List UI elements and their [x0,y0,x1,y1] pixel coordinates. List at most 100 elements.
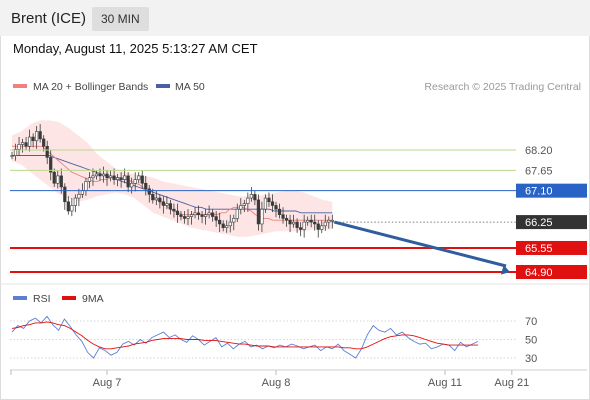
candle [256,194,261,231]
x-tick-label: Aug 21 [494,377,529,389]
legend-ma50-swatch [156,84,170,88]
candle-body [17,144,21,150]
rsi-tick-label: 50 [525,335,537,347]
candle-body [161,201,165,206]
candle [327,216,331,229]
candle-body [218,219,222,225]
interval-selector[interactable]: 30 MIN [92,7,149,31]
legend-ma50-label: MA 50 [175,81,205,93]
candle-body [119,177,123,180]
candle-body [87,177,92,182]
candle-body [20,142,25,145]
candle-body [270,201,275,206]
candle [63,183,67,210]
candle-body [242,203,246,206]
candle [253,190,257,206]
candle-body [182,216,187,219]
candle [270,194,275,213]
level-66.25: 66.25 [332,215,587,230]
candle [66,196,70,215]
candle [45,140,49,165]
candle-body [59,175,63,188]
legend-ma20-swatch [13,84,27,88]
candle-body [295,221,299,228]
candle-body [126,175,130,188]
candle-body [277,208,282,215]
candle-body [140,175,144,184]
candle-body [105,173,109,179]
projection-arrow-head [500,265,510,275]
projection-arrow-shaft [333,220,507,268]
candle-body [235,208,239,219]
candle-body [228,221,232,227]
candle [221,220,225,232]
candle [323,214,327,231]
candle [87,172,92,189]
candle-body [253,194,257,201]
candle [186,209,190,226]
support-label: 65.55 [525,243,553,255]
candle-body [186,216,190,219]
x-tick-label: Aug 11 [428,377,462,389]
legend-9ma-label: 9MA [82,293,104,305]
symbol-title: Brent (ICE) [11,10,87,27]
candle-body [204,214,208,217]
candle-body [31,136,35,142]
candle-body [147,188,151,195]
candle [196,205,201,220]
candle-body [320,225,324,230]
candle-body [158,197,162,203]
candle [172,203,176,218]
candle-body [221,223,225,228]
candle-body [281,214,285,219]
candle [56,170,60,189]
legend-rsi-label: RSI [33,293,51,305]
candle [13,143,18,161]
candle [249,186,253,202]
candle [218,212,222,233]
candle [123,168,127,184]
candle [73,194,77,213]
pivot-tag [516,183,587,198]
candle-body [98,173,102,177]
candle [309,214,313,228]
pivot-label: 67.10 [525,186,553,198]
timestamp: Monday, August 11, 2025 5:13:27 AM CET [13,41,258,56]
candle [235,203,239,223]
candle [284,214,289,227]
candle-body [45,146,49,158]
candle [306,216,310,226]
legend-9ma-swatch [62,296,76,300]
candle [91,168,95,186]
candle-body [284,218,289,221]
candle [101,166,106,183]
rsi-tick-label: 30 [525,353,537,365]
candle [161,196,165,214]
candle-body [306,219,310,223]
candle [313,214,317,231]
candle-body [299,227,303,230]
candle [17,137,21,156]
candle [70,198,74,217]
candle [246,192,250,212]
candle-body [327,219,331,223]
candle-body [63,186,67,203]
candle [211,209,215,222]
candle [204,209,208,225]
candle-body [225,225,229,228]
candle-body [151,194,155,201]
x-tick-label: Aug 8 [262,377,291,389]
current-price-label: 66.25 [525,217,553,229]
level-67.10: 67.10 [10,183,587,198]
candle-body [123,175,127,180]
candle-body [38,131,42,140]
candle-body [133,179,137,184]
candle-body [49,157,53,173]
candle [260,201,264,233]
candle [316,220,320,238]
candle-body [24,142,28,147]
candle [126,172,130,193]
candle-body [323,221,327,227]
candle-body [196,212,201,215]
